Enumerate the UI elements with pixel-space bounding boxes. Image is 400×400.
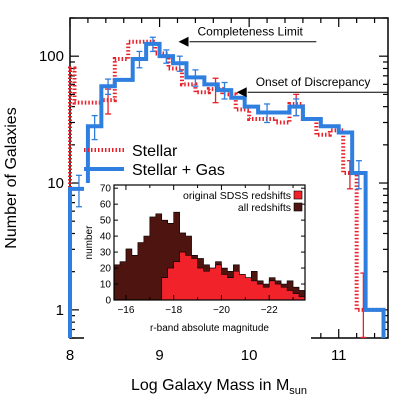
stellar-gas-step-line xyxy=(68,41,386,338)
legend-label-stellar: Stellar xyxy=(132,143,178,160)
y-tick-label: 100 xyxy=(39,48,64,65)
completeness-limit-annotation-arrow xyxy=(178,36,189,47)
x-tick-label: 9 xyxy=(155,347,163,364)
inset-y-tick-label: 20 xyxy=(100,264,112,275)
inset-y-axis-label: number xyxy=(84,225,95,260)
inset-sdss-redshifts-area xyxy=(114,251,306,301)
inset-x-axis-label: r-band absolute magnitude xyxy=(150,323,269,334)
inset-legend-swatch-sdss xyxy=(293,190,303,200)
inset-plot: 0 10 20 30 40 50 60 70 −16 −18 −20 −22 r-band absolu… xyxy=(84,183,311,342)
inset-legend-label-sdss: original SDSS redshifts xyxy=(183,190,291,202)
inset-frame xyxy=(113,184,306,301)
inset-y-tick-label: 60 xyxy=(100,200,112,211)
y-tick-label: 1 xyxy=(56,302,64,319)
y-axis-label: Number of Galaxies xyxy=(3,107,20,248)
inset-y-tick-label: 10 xyxy=(100,280,112,291)
inset-y-tick-label: 70 xyxy=(100,184,112,195)
x-tick-label: 11 xyxy=(331,347,347,364)
completeness-limit-annotation-text: Completeness Limit xyxy=(197,25,303,39)
y-tick-label: 10 xyxy=(47,175,64,192)
inset-y-tick-label: 0 xyxy=(105,296,111,307)
inset-y-tick-label: 40 xyxy=(100,232,112,243)
onset-of-discrepancy-annotation-arrow xyxy=(236,87,247,98)
x-axis-label-subscript: sun xyxy=(289,385,307,397)
inset-x-tick-label: −18 xyxy=(165,305,182,316)
inset-x-tick-label: −16 xyxy=(117,305,134,316)
legend-label-stellar-gas: Stellar + Gas xyxy=(132,162,225,179)
inset-y-tick-label: 30 xyxy=(100,248,112,259)
x-axis-label: Log Galaxy Mass in Msun xyxy=(131,377,307,397)
x-tick-label: 8 xyxy=(66,347,74,364)
inset-x-tick-label: −22 xyxy=(261,305,278,316)
x-tick-label: 10 xyxy=(241,347,258,364)
inset-legend-swatch-all xyxy=(293,202,303,212)
inset-x-tick-label: −20 xyxy=(213,305,230,316)
stellar-step-line xyxy=(68,39,386,338)
onset-of-discrepancy-annotation-text: Onset of Discrepancy xyxy=(256,75,371,89)
inset-legend-label-all: all redshifts xyxy=(238,202,291,214)
inset-y-tick-label: 50 xyxy=(100,216,112,227)
